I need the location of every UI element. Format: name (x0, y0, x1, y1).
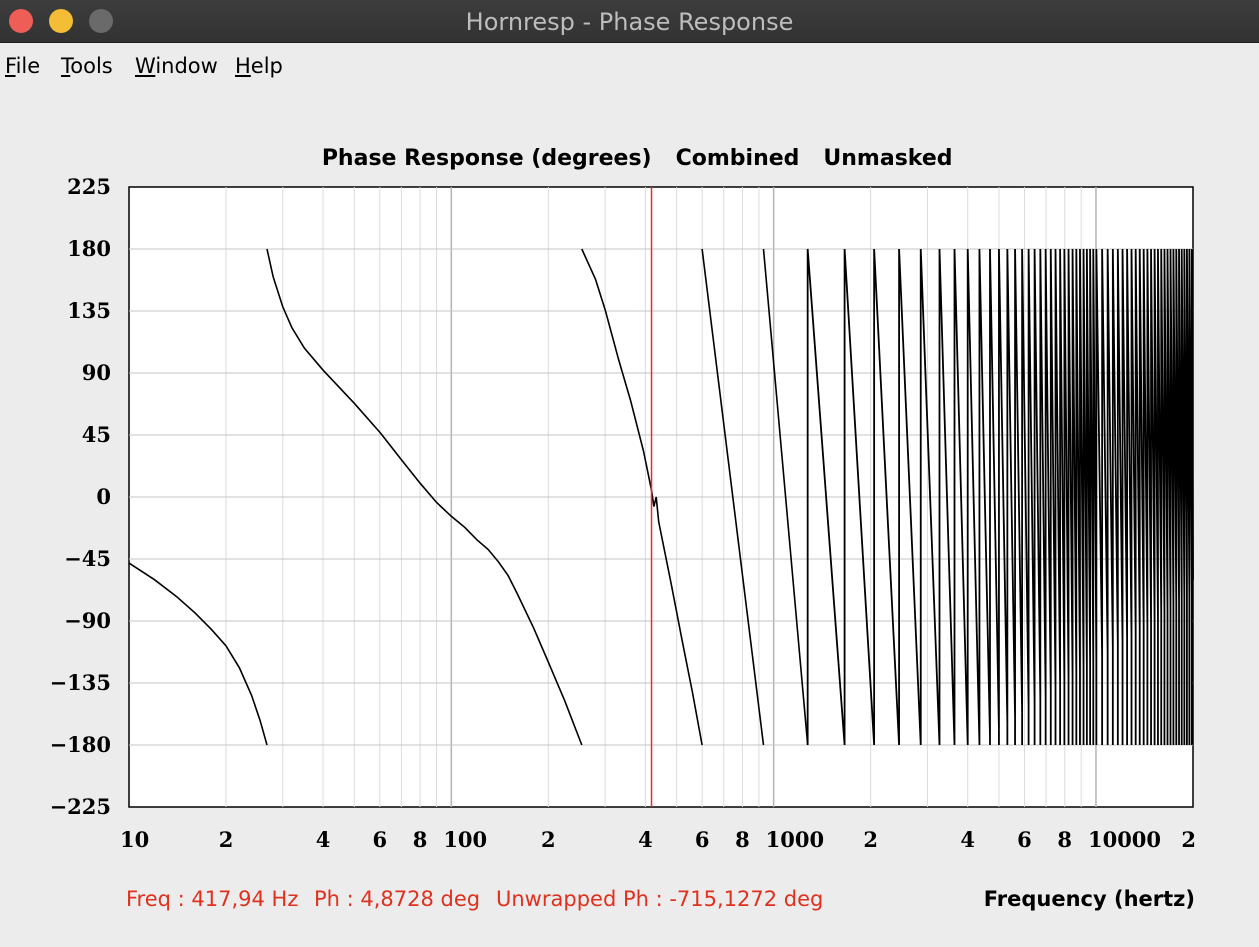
menu-window[interactable]: Window (135, 54, 218, 78)
menu-help-accel: H (235, 54, 251, 78)
chart-mode: Combined (675, 146, 800, 171)
x-tick-label: 2 (1181, 827, 1196, 852)
y-tick-label: 45 (82, 422, 111, 447)
y-tick-label: 180 (67, 236, 111, 261)
chart-title: Phase Response (degrees) (321, 146, 652, 171)
x-tick-label: 6 (1017, 827, 1032, 852)
close-button[interactable] (9, 9, 33, 33)
phase-segment (266, 248, 583, 746)
menu-help[interactable]: Help (235, 54, 283, 78)
x-tick-label: 8 (1057, 827, 1072, 852)
y-tick-label: −225 (50, 794, 111, 819)
phase-dense-wraps (806, 248, 1194, 746)
title-bar: Hornresp - Phase Response (0, 0, 1259, 43)
phase-segment (762, 248, 809, 746)
x-axis: 10 2 4 6 8 100 2 4 6 8 1000 2 4 6 8 10000 2 (120, 827, 1196, 852)
y-axis: 225 180 135 90 45 0 −45 −90 −135 −180 −225 (50, 174, 111, 819)
x-axis-title: Frequency (hertz) (983, 887, 1195, 911)
menu-bar: File Tools Window Help (0, 43, 1259, 88)
window-title: Hornresp - Phase Response (465, 8, 794, 36)
x-tick-label: 1000 (766, 827, 824, 852)
x-tick-label: 4 (960, 827, 975, 852)
menu-tools-accel: T (61, 54, 71, 78)
menu-window-label: indow (155, 54, 218, 78)
zoom-button[interactable] (89, 9, 113, 33)
x-tick-label: 6 (695, 827, 710, 852)
phase-series (128, 248, 1194, 746)
status-readout: Freq : 417,94 Hz Ph : 4,8728 deg Unwrapp… (0, 887, 1259, 917)
x-tick-label: 8 (413, 827, 428, 852)
x-tick-label: 2 (219, 827, 234, 852)
status-frequency: Freq : 417,94 Hz (126, 887, 299, 911)
phase-segment (701, 248, 765, 746)
status-phase: Ph : 4,8728 deg (314, 887, 481, 911)
minimize-button[interactable] (49, 9, 73, 33)
phase-segment (581, 248, 703, 746)
status-unwrapped-phase: Unwrapped Ph : -715,1272 deg (496, 887, 824, 911)
x-tick-label: 4 (638, 827, 653, 852)
menu-tools[interactable]: Tools (61, 54, 113, 78)
x-tick-label: 8 (735, 827, 750, 852)
x-tick-label: 4 (316, 827, 331, 852)
x-tick-label: 6 (373, 827, 388, 852)
y-tick-label: 225 (67, 174, 111, 199)
x-tick-label: 100 (443, 827, 487, 852)
y-tick-label: −135 (50, 670, 111, 695)
menu-tools-label: ools (70, 54, 113, 78)
menu-file-label: ile (15, 54, 41, 78)
menu-window-accel: W (135, 54, 156, 78)
y-tick-label: 0 (96, 484, 111, 509)
y-tick-label: 135 (67, 298, 111, 323)
menu-file[interactable]: File (5, 54, 40, 78)
x-tick-label: 10000 (1088, 827, 1161, 852)
x-tick-label: 10 (120, 827, 149, 852)
y-tick-label: −180 (50, 732, 111, 757)
y-tick-label: 90 (82, 360, 111, 385)
x-tick-label: 2 (863, 827, 878, 852)
menu-help-label: elp (250, 54, 283, 78)
y-tick-label: −45 (64, 546, 111, 571)
phase-segment (128, 562, 268, 746)
y-tick-label: −90 (64, 608, 111, 633)
menu-file-accel: F (5, 54, 16, 78)
chart-mask: Unmasked (823, 146, 953, 171)
chart-header: Phase Response (degrees) Combined Unmasked (0, 121, 1259, 171)
x-tick-label: 2 (541, 827, 556, 852)
